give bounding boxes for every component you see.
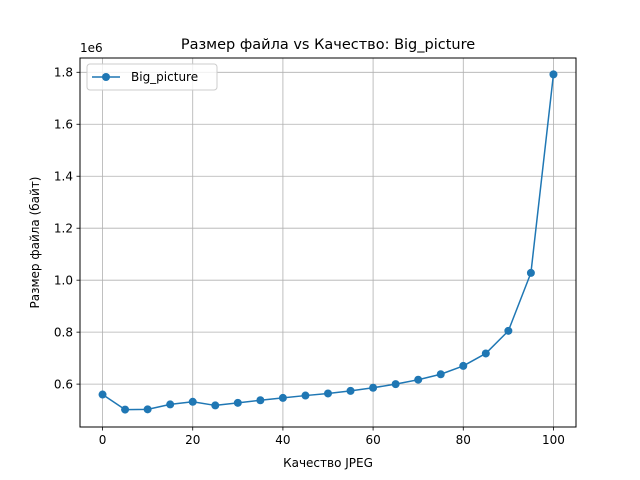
data-point (346, 386, 355, 395)
data-point (481, 349, 490, 358)
data-point (98, 390, 107, 399)
y-tick-label: 0.6 (54, 377, 73, 391)
data-point (211, 401, 220, 410)
data-point (121, 405, 130, 414)
grid (80, 58, 576, 427)
series-layer (98, 70, 558, 414)
data-point (301, 391, 310, 400)
data-point (166, 400, 175, 409)
y-tick-label: 1.8 (54, 66, 73, 80)
x-tick-label: 0 (99, 433, 107, 447)
y-tick-label: 1.0 (54, 273, 73, 287)
plot-frame (79, 57, 577, 428)
x-tick-label: 60 (365, 433, 380, 447)
legend: Big_picture (86, 63, 218, 91)
data-point (391, 380, 400, 389)
data-point (459, 361, 468, 370)
y-tick-label: 1.4 (54, 170, 73, 184)
y-axis-offset-label: 1e6 (80, 41, 103, 55)
data-point (414, 375, 423, 384)
data-point (256, 396, 265, 405)
x-tick-label: 20 (185, 433, 200, 447)
legend-label: Big_picture (131, 70, 198, 84)
axis-ticks: 0 20 40 60 80 100 0.6 0.8 1.0 1.2 1.4 1.6 1.8 (54, 66, 565, 447)
data-point (504, 326, 513, 335)
data-point (436, 370, 445, 379)
y-tick-label: 1.2 (54, 222, 73, 236)
x-tick-label: 100 (542, 433, 565, 447)
data-point (549, 70, 558, 79)
data-point (526, 268, 535, 277)
data-point (324, 389, 332, 398)
legend-box (86, 63, 218, 91)
data-point (278, 393, 287, 402)
x-tick-label: 40 (275, 433, 290, 447)
y-axis-title: Размер файла (байт) (28, 177, 42, 309)
data-point (233, 398, 242, 407)
chart-title: Размер файла vs Качество: Big_picture (181, 37, 475, 53)
x-tick-label: 80 (456, 433, 471, 447)
y-tick-label: 0.8 (54, 325, 73, 339)
legend-marker-swatch (102, 73, 110, 81)
data-point (369, 383, 378, 392)
data-point (143, 405, 152, 414)
data-point (188, 397, 197, 406)
x-axis-title: Качество JPEG (283, 456, 373, 470)
y-tick-label: 1.6 (54, 118, 73, 132)
